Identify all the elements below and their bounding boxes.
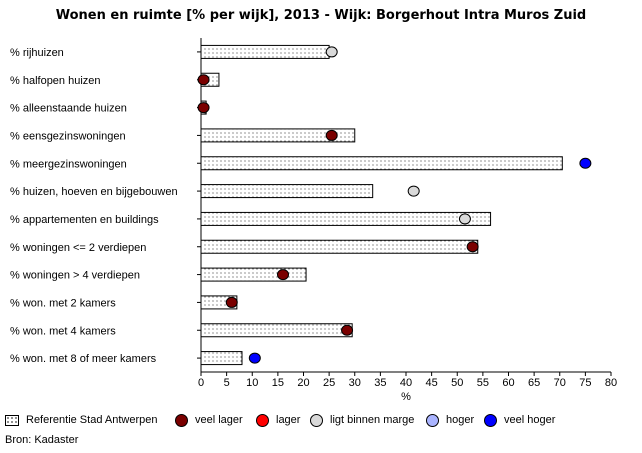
reference-bar xyxy=(200,323,353,338)
reference-bar xyxy=(200,211,492,226)
category-label: % woningen <= 2 verdiepen xyxy=(10,242,146,254)
x-tick-label: 55 xyxy=(477,377,489,389)
legend-dot-icon xyxy=(256,413,269,427)
category-label: % rijhuizen xyxy=(10,47,64,59)
legend-dot-icon xyxy=(175,413,188,427)
x-tick-label: 60 xyxy=(502,377,514,389)
source-note: Bron: Kadaster xyxy=(5,434,79,446)
x-tick-label: 65 xyxy=(528,377,540,389)
wijk-marker xyxy=(341,324,354,336)
x-tick-label: 70 xyxy=(554,377,566,389)
legend-item-veel-lager: veel lager xyxy=(175,410,243,430)
x-tick-label: 45 xyxy=(426,377,438,389)
reference-bar xyxy=(200,267,307,282)
reference-bar xyxy=(200,239,479,254)
wijk-marker xyxy=(225,296,238,308)
legend-dot-icon xyxy=(310,413,323,427)
wijk-marker xyxy=(466,241,479,253)
category-label: % won. met 8 of meer kamers xyxy=(10,353,157,365)
legend-label: veel lager xyxy=(195,414,243,426)
chart-title: Wonen en ruimte [% per wijk], 2013 - Wij… xyxy=(55,8,587,23)
wijk-marker xyxy=(407,185,420,197)
category-label: % won. met 2 kamers xyxy=(10,297,116,309)
category-label: % woningen > 4 verdiepen xyxy=(10,270,140,282)
x-tick-label: 10 xyxy=(246,377,258,389)
wijk-marker xyxy=(197,74,210,86)
reference-bar xyxy=(200,351,243,366)
x-tick-label: 50 xyxy=(451,377,463,389)
category-label: % alleenstaande huizen xyxy=(10,103,127,115)
legend-item-veel-hoger: veel hoger xyxy=(484,410,555,430)
x-tick-label: 80 xyxy=(605,377,617,389)
reference-bar xyxy=(200,128,356,143)
category-label: % meergezinswoningen xyxy=(10,158,127,170)
reference-bar xyxy=(200,156,563,171)
x-tick-label: 15 xyxy=(272,377,284,389)
x-tick-label: 35 xyxy=(374,377,386,389)
x-tick-label: 5 xyxy=(224,377,230,389)
category-label: % eensgezinswoningen xyxy=(10,130,126,142)
legend: Referentie Stad Antwerpen veel lager lag… xyxy=(0,410,642,432)
legend-item-hoger: hoger xyxy=(426,410,474,430)
legend-swatch-icon xyxy=(5,414,19,426)
legend-dot-icon xyxy=(426,413,439,427)
wijk-marker xyxy=(325,46,338,58)
x-tick-label: 40 xyxy=(400,377,412,389)
x-tick-label: 30 xyxy=(349,377,361,389)
x-tick-label: 25 xyxy=(323,377,335,389)
x-tick-label: 75 xyxy=(579,377,591,389)
wijk-marker xyxy=(277,269,289,281)
wijk-marker xyxy=(579,157,592,169)
category-label: % won. met 4 kamers xyxy=(10,325,116,337)
reference-bar xyxy=(200,184,374,199)
legend-dot-icon xyxy=(484,413,497,427)
category-label: % halfopen huizen xyxy=(10,75,101,87)
legend-item-lager: lager xyxy=(256,410,300,430)
legend-item-referentie: Referentie Stad Antwerpen xyxy=(5,410,157,430)
x-tick-label: 0 xyxy=(198,377,204,389)
wijk-marker xyxy=(248,352,261,364)
wijk-marker xyxy=(197,102,210,114)
x-tick-label: 20 xyxy=(297,377,309,389)
legend-label: lager xyxy=(276,414,301,426)
legend-label: veel hoger xyxy=(504,414,556,426)
x-axis-label: % xyxy=(401,391,411,403)
wijk-marker xyxy=(325,129,338,141)
legend-item-binnen-marge: ligt binnen marge xyxy=(310,410,414,430)
reference-bar xyxy=(200,44,330,59)
legend-label: hoger xyxy=(446,414,475,426)
legend-label: ligt binnen marge xyxy=(330,414,415,426)
category-label: % appartementen en buildings xyxy=(10,214,159,226)
wijk-marker xyxy=(458,213,471,225)
category-label: % huizen, hoeven en bijgebouwen xyxy=(10,186,178,198)
legend-label: Referentie Stad Antwerpen xyxy=(26,414,158,426)
